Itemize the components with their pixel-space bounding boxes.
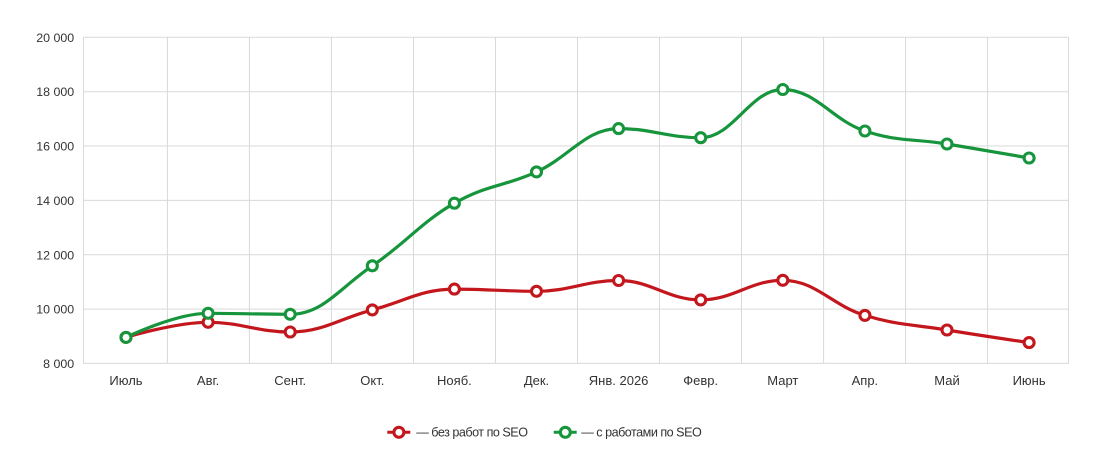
svg-text:10 000: 10 000 <box>36 303 74 317</box>
svg-text:— с работами по SEO: — с работами по SEO <box>581 425 702 439</box>
svg-text:Авг.: Авг. <box>197 373 219 388</box>
svg-text:Март: Март <box>767 373 798 388</box>
svg-text:Окт.: Окт. <box>360 373 384 388</box>
svg-text:14 000: 14 000 <box>36 194 74 208</box>
svg-text:Дек.: Дек. <box>524 373 549 388</box>
svg-text:12 000: 12 000 <box>36 248 74 262</box>
svg-text:20 000: 20 000 <box>36 31 74 45</box>
svg-text:Февр.: Февр. <box>683 373 718 388</box>
svg-text:8 000: 8 000 <box>43 357 74 371</box>
svg-text:16 000: 16 000 <box>36 140 74 154</box>
svg-text:Сент.: Сент. <box>274 373 306 388</box>
svg-text:Май: Май <box>934 373 959 388</box>
svg-text:Июль: Июль <box>109 373 142 388</box>
svg-text:— без работ по SEO: — без работ по SEO <box>416 425 528 439</box>
svg-text:Нояб.: Нояб. <box>437 373 472 388</box>
svg-text:18 000: 18 000 <box>36 85 74 99</box>
svg-text:Янв. 2026: Янв. 2026 <box>589 373 649 388</box>
svg-text:Апр.: Апр. <box>852 373 879 388</box>
svg-text:Июнь: Июнь <box>1013 373 1046 388</box>
